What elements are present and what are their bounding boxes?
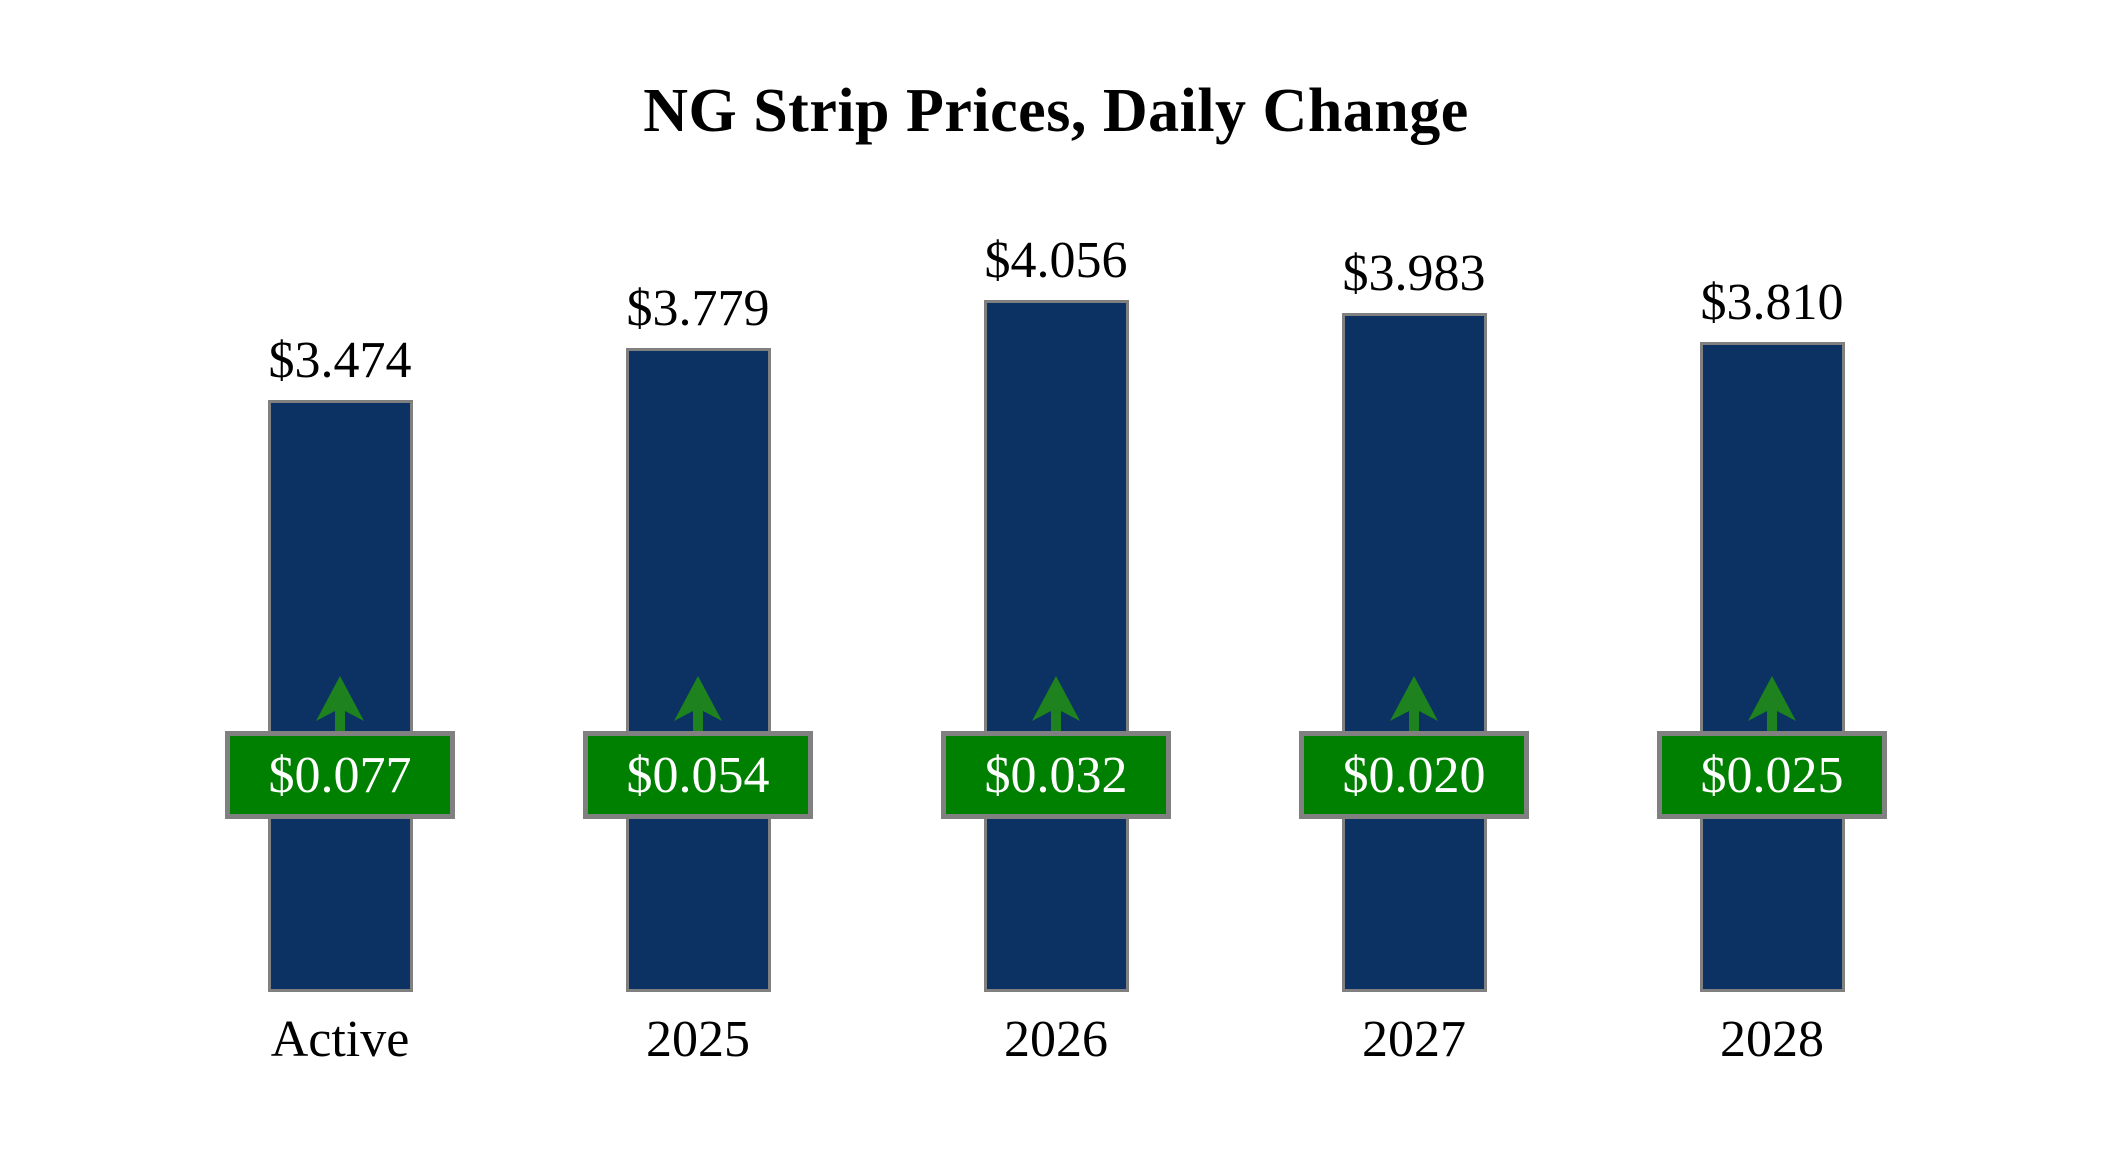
- bar-value-label: $3.779: [626, 280, 770, 337]
- category-label: 2028: [1720, 1011, 1824, 1068]
- daily-change-badge: $0.020: [1299, 731, 1529, 819]
- bar-value-label: $3.474: [268, 332, 412, 389]
- category-label: 2026: [1004, 1011, 1108, 1068]
- chart-title: NG Strip Prices, Daily Change: [643, 77, 1469, 145]
- bar: [1699, 342, 1845, 992]
- bar-value-label: $4.056: [984, 232, 1128, 289]
- up-arrow-icon: [674, 676, 722, 733]
- category-label: Active: [270, 1011, 410, 1068]
- bar-value-label: $3.810: [1700, 274, 1844, 331]
- up-arrow-icon: [316, 676, 364, 733]
- up-arrow-icon: [1390, 676, 1438, 733]
- bar: [983, 300, 1129, 992]
- up-arrow-icon: [1748, 676, 1796, 733]
- up-arrow-icon: [1032, 676, 1080, 733]
- bar-value-label: $3.983: [1342, 245, 1486, 302]
- bar: [1341, 313, 1487, 992]
- bar: [625, 348, 771, 992]
- category-label: 2025: [646, 1011, 750, 1068]
- category-label: 2027: [1362, 1011, 1466, 1068]
- daily-change-badge: $0.077: [225, 731, 455, 819]
- daily-change-badge: $0.025: [1657, 731, 1887, 819]
- daily-change-badge: $0.032: [941, 731, 1171, 819]
- daily-change-badge: $0.054: [583, 731, 813, 819]
